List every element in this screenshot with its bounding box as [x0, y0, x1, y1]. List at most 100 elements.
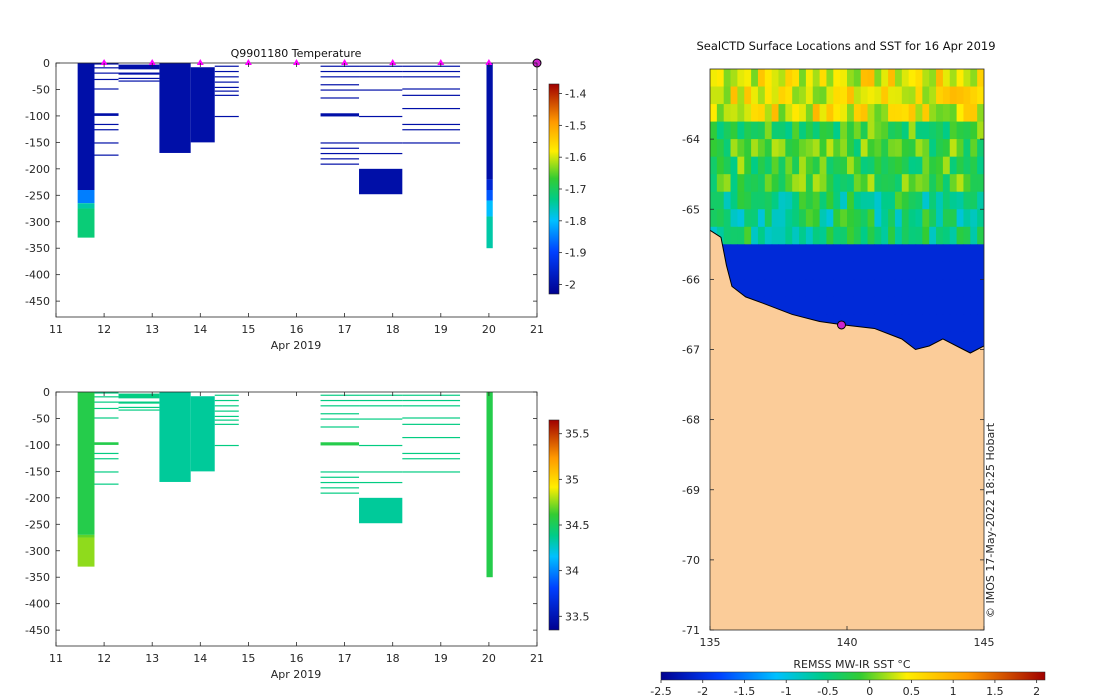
sst-cell [942, 279, 951, 298]
sst-cell [970, 226, 978, 245]
sst-cell [949, 261, 958, 280]
sst-cell [908, 174, 917, 193]
sst-cell [778, 191, 786, 210]
colorbar-tick-label: -1.5 [734, 685, 755, 698]
sst-cell [840, 261, 848, 280]
sst-cell [915, 244, 923, 263]
sst-cell [771, 279, 780, 298]
sst-cell [956, 86, 965, 105]
sst-cell [723, 156, 732, 175]
profile-cell [402, 129, 461, 131]
sst-cell [894, 244, 903, 263]
profile-cell [402, 471, 461, 473]
profile-cell [214, 419, 239, 421]
sst-cell [963, 191, 971, 210]
sst-cell [867, 261, 875, 280]
surface-marker [196, 59, 204, 65]
sst-cell [833, 244, 841, 263]
sst-cell [901, 331, 910, 351]
sst-cell [751, 121, 759, 140]
sst-cell [751, 191, 759, 210]
profile-cell [94, 458, 119, 460]
sst-cell [894, 296, 903, 316]
sst-cell [860, 191, 869, 210]
profile-cell [359, 89, 403, 91]
sst-cell [908, 156, 917, 175]
sst-cell [888, 296, 896, 316]
sst-cell [881, 296, 889, 316]
sst-cell [751, 156, 759, 175]
sst-cell [949, 191, 958, 210]
sst-cell [737, 104, 745, 123]
profile-cell [77, 203, 95, 209]
sst-cell [757, 209, 766, 228]
profile-cell [320, 97, 360, 99]
profile-cell [402, 107, 461, 110]
sst-cell [860, 296, 869, 316]
colorbar-tick-label: -1.5 [565, 119, 586, 132]
profile-cell [94, 483, 119, 485]
profile-cell [359, 152, 403, 155]
sst-cell [860, 156, 869, 175]
sst-cell [874, 86, 882, 105]
sst-cell [929, 174, 937, 193]
sst-cell [901, 121, 910, 140]
sst-cell [894, 209, 903, 228]
y-tick-label: -67 [682, 344, 700, 357]
sst-cell [757, 139, 766, 158]
colorbar-tick-label: 2 [1033, 685, 1040, 698]
sst-cell [970, 209, 978, 228]
sst-cell [949, 86, 958, 105]
x-tick-label: 13 [145, 652, 159, 665]
salinity-colorbar [548, 419, 560, 631]
profile-cell [94, 407, 119, 410]
profile-cell [118, 72, 160, 75]
sst-cell [799, 191, 807, 210]
sst-cell [799, 86, 807, 105]
sst-cell [881, 314, 889, 333]
sst-cell [888, 139, 896, 158]
sst-cell [894, 104, 903, 123]
sst-cell [956, 296, 965, 316]
sst-cell [778, 139, 786, 158]
sst-cell [929, 331, 937, 351]
sst-cell [922, 69, 930, 88]
ctd-location-marker[interactable] [837, 320, 847, 330]
sst-cell [860, 104, 869, 123]
profile-cell [402, 417, 461, 419]
profile-cell [320, 394, 360, 396]
sst-cell [888, 226, 896, 245]
sst-cell [716, 156, 725, 175]
sst-cell [977, 156, 984, 175]
profile-cell [214, 405, 239, 407]
sst-cell [874, 156, 882, 175]
sst-cell [929, 156, 937, 175]
sst-cell [847, 226, 855, 245]
sst-cell [744, 156, 752, 175]
colorbar-tick-label: 0 [866, 685, 873, 698]
x-tick-label: 19 [434, 323, 448, 336]
sst-cell [963, 104, 971, 123]
sst-cell [977, 331, 984, 351]
sst-cell [894, 86, 903, 105]
y-tick-label: -68 [682, 414, 700, 427]
sst-cell [901, 104, 910, 123]
sst-cell [730, 244, 738, 263]
profile-cell [320, 413, 360, 415]
sst-cell [819, 226, 828, 245]
sst-cell [792, 209, 800, 228]
sst-cell [778, 261, 786, 280]
profile-cell [486, 216, 493, 249]
sst-cell [853, 261, 862, 280]
sst-cell [723, 209, 732, 228]
sst-cell [963, 139, 971, 158]
colorbar-tick-label: 1 [950, 685, 957, 698]
x-tick-label: 16 [290, 652, 304, 665]
colorbar-tick-label: -1 [781, 685, 792, 698]
colorbar-tick-label: 35 [565, 473, 579, 486]
sst-cell [970, 261, 978, 280]
sst-cell [737, 244, 745, 263]
sst-cell [710, 69, 718, 88]
colorbar-tick-label: 35.5 [565, 428, 590, 441]
sst-cell [970, 191, 978, 210]
